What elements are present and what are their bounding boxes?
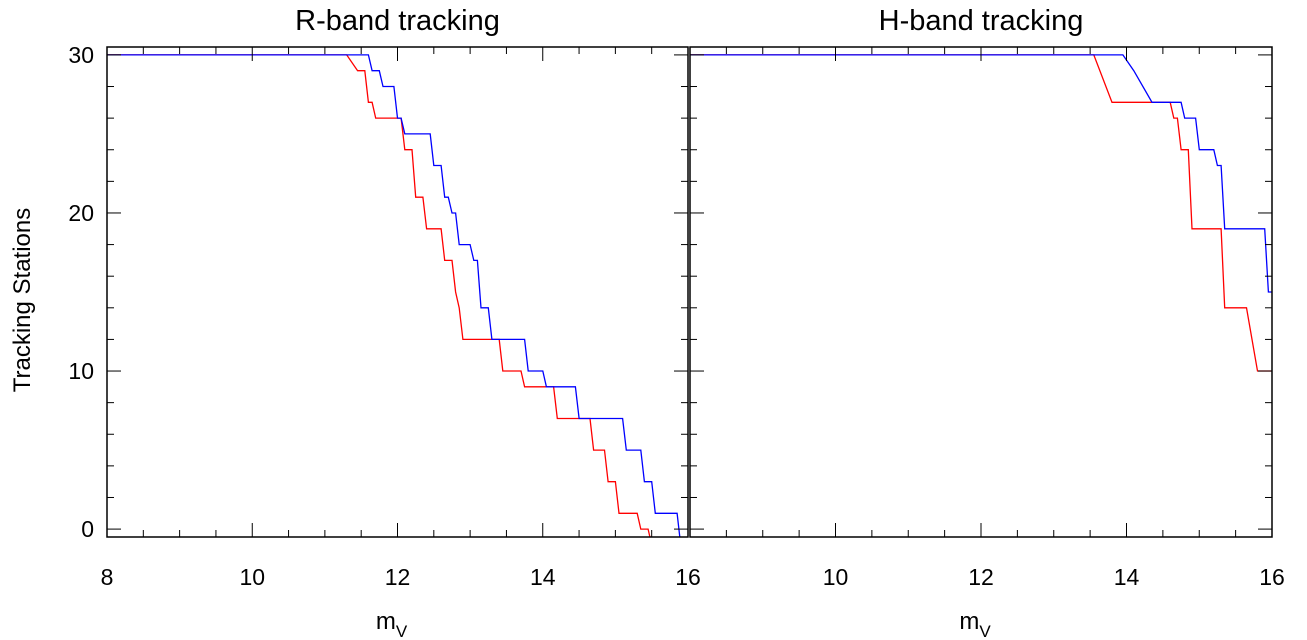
x-tick-label: 8 [101, 564, 114, 590]
plot-frame [106, 46, 689, 538]
x-tick-label: 16 [1259, 564, 1285, 590]
x-tick-label: 16 [675, 564, 701, 590]
x-axis-label: mV [376, 608, 408, 640]
x-axis-label-main: m [376, 608, 396, 635]
x-tick-label: 10 [239, 564, 265, 590]
x-tick-label: 12 [968, 564, 994, 590]
x-tick-label: 12 [385, 564, 411, 590]
series-line-blue [107, 54, 681, 537]
x-tick-label: 10 [823, 564, 849, 590]
y-tick-label: 20 [68, 200, 94, 226]
x-axis-label-sub: V [979, 622, 991, 640]
panel-title: H-band tracking [879, 5, 1084, 37]
y-tick-label: 30 [68, 42, 94, 68]
panel-2: H-band tracking 10 12 14 16 mV [689, 5, 1285, 640]
y-tick-label: 10 [68, 358, 94, 384]
x-axis-label-main: m [959, 608, 979, 635]
series-line-red [690, 54, 1272, 372]
x-tick-label: 14 [530, 564, 556, 590]
x-axis-label: mV [959, 608, 991, 640]
series-line-blue [690, 54, 1272, 293]
y-axis-label: Tracking Stations [9, 208, 36, 393]
x-axis-label-sub: V [396, 622, 408, 640]
y-tick-label: 0 [81, 516, 94, 542]
plot-frame [689, 46, 1273, 538]
panel-1: R-band tracking 8 10 12 14 16 0 10 20 30 Tracking … [9, 5, 701, 640]
x-tick-label: 14 [1114, 564, 1140, 590]
panel-title: R-band tracking [295, 5, 500, 37]
series-line-red [107, 54, 651, 537]
